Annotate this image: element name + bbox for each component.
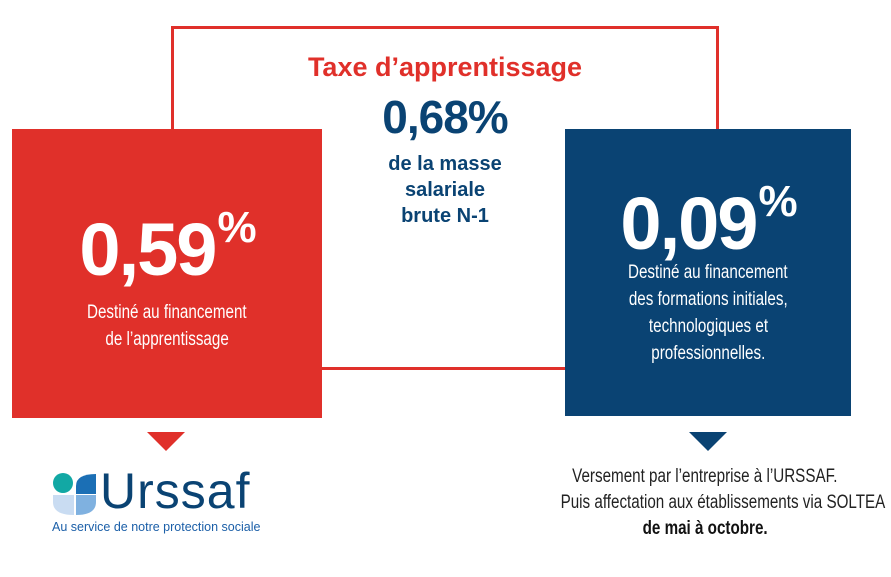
page-title: Taxe d’apprentissage	[307, 52, 583, 82]
rate-value: 0,59	[79, 208, 217, 291]
note-line: Versement par l’entreprise à l’URSSAF.	[572, 466, 838, 487]
rate-value: 0,09	[620, 182, 758, 265]
payment-note: Versement par l’entreprise à l’URSSAF. P…	[520, 464, 890, 542]
percent-sign: %	[758, 177, 797, 226]
initial-training-share-box: 0,09% Destiné au financement des formati…	[565, 129, 851, 416]
note-line: Puis affectation aux établissements via …	[560, 492, 886, 513]
logo-tagline: Au service de notre protection sociale	[52, 520, 261, 534]
initial-training-description: Destiné au financement des formations in…	[565, 259, 851, 367]
percent-sign: %	[217, 203, 256, 252]
desc-line: salariale	[404, 179, 486, 201]
desc-line: brute N-1	[401, 205, 489, 227]
apprenticeship-share-box: 0,59% Destiné au financement de l’appren…	[12, 129, 322, 418]
logo-wordmark: Urssaf	[100, 463, 251, 519]
urssaf-logo: Urssaf Au service de notre protection so…	[52, 463, 260, 534]
apprenticeship-rate: 0,59%	[12, 203, 322, 292]
desc-line: professionnelles.	[650, 343, 766, 364]
desc-line: de la masse	[388, 153, 502, 175]
desc-line: Destiné au financement	[87, 302, 247, 323]
desc-line: Destiné au financement	[628, 262, 788, 283]
apprenticeship-description: Destiné au financement de l’apprentissag…	[12, 299, 322, 353]
desc-line: de l’apprentissage	[105, 329, 229, 350]
total-rate-description: de la masse salariale brute N-1	[171, 151, 719, 229]
total-rate: 0,68%	[382, 91, 508, 143]
blue-arrow-down-icon	[689, 432, 727, 451]
urssaf-logo-mark-icon	[53, 473, 96, 515]
note-line-bold: de mai à octobre.	[642, 518, 768, 539]
desc-line: technologiques et	[648, 316, 768, 337]
initial-training-rate: 0,09%	[565, 177, 851, 266]
red-arrow-down-icon	[147, 432, 185, 451]
desc-line: des formations initiales,	[628, 289, 788, 310]
